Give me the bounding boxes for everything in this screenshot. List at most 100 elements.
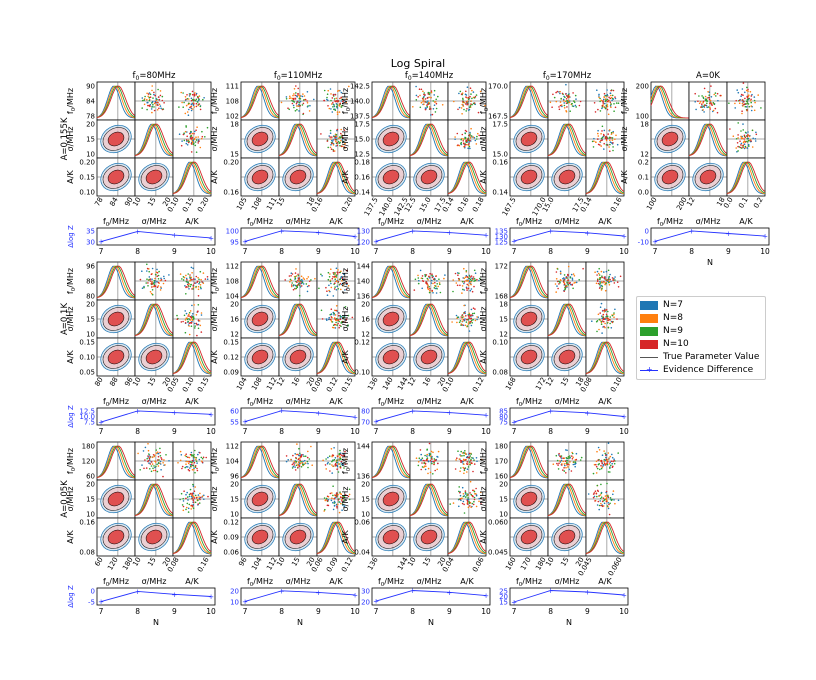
- sample-point: [562, 277, 564, 280]
- sample-point: [313, 98, 315, 101]
- sample-point: [700, 106, 702, 108]
- sample-point: [148, 457, 151, 460]
- scatter-cell: [172, 81, 212, 121]
- sample-point: [332, 272, 335, 274]
- sample-point: [593, 495, 596, 498]
- sample-point: [326, 140, 329, 142]
- sample-point: [335, 305, 338, 307]
- sample-point: [467, 321, 470, 323]
- y-tick-label: 10: [86, 331, 95, 339]
- x-tick-label: 15: [146, 196, 157, 208]
- sample-point: [608, 457, 610, 459]
- sample-point: [606, 462, 608, 465]
- sample-point: [192, 507, 195, 510]
- sample-point: [603, 105, 605, 108]
- sample-point: [426, 286, 429, 288]
- x-tick-label: 10: [544, 556, 555, 568]
- sample-point: [597, 459, 599, 461]
- contour-inner: [520, 169, 538, 185]
- evidence-x-tick: 7: [374, 607, 379, 616]
- sample-point: [285, 455, 288, 457]
- sample-point: [334, 327, 337, 329]
- sample-point: [467, 287, 470, 290]
- sample-point: [329, 88, 332, 90]
- sample-point: [158, 103, 161, 106]
- sample-point: [183, 132, 185, 134]
- sample-point: [154, 94, 156, 97]
- contour-cell: [547, 157, 587, 197]
- sample-point: [298, 97, 301, 100]
- marginal-curve: [278, 303, 318, 336]
- sample-point: [294, 94, 297, 97]
- marginal-curve: [316, 161, 356, 194]
- sample-point: [161, 458, 163, 461]
- x-tick-label: 104: [235, 376, 249, 392]
- sample-point: [444, 274, 446, 276]
- sample-point: [600, 496, 603, 499]
- sample-point: [337, 100, 339, 103]
- sample-point: [460, 93, 463, 95]
- column-title-sub: 0: [546, 75, 550, 82]
- contour-cell: [509, 299, 549, 339]
- sample-point: [449, 503, 452, 505]
- sample-point: [462, 493, 465, 495]
- sample-point: [569, 276, 572, 279]
- sample-point: [336, 468, 338, 471]
- marginal-curve: [240, 265, 280, 298]
- marginal-cell: [650, 81, 690, 121]
- sample-point: [600, 320, 602, 323]
- sample-point: [612, 130, 614, 133]
- evidence-x-tick: 9: [447, 427, 452, 436]
- sample-point: [457, 316, 459, 319]
- contour-cell: [96, 517, 136, 557]
- evidence-point: +: [315, 589, 321, 597]
- sample-point: [414, 278, 417, 281]
- sample-point: [339, 452, 342, 455]
- evidence-y-tick: 30: [86, 239, 95, 247]
- sample-point: [156, 286, 159, 289]
- axis-label: A/K: [210, 530, 219, 544]
- y-tick-label: 0.10: [354, 369, 370, 377]
- contour-inner: [420, 169, 438, 185]
- evidence-line: [100, 410, 212, 423]
- sample-point: [714, 92, 717, 94]
- sample-point: [569, 110, 571, 112]
- sample-point: [741, 110, 743, 112]
- evidence-point: +: [725, 230, 731, 238]
- sample-point: [596, 504, 599, 506]
- axis-label-part: f: [247, 577, 250, 586]
- sample-point: [197, 327, 200, 330]
- axis-label-part: f: [103, 217, 106, 226]
- sample-point: [434, 101, 437, 103]
- sample-point: [205, 456, 207, 459]
- sample-point: [193, 497, 196, 499]
- contour-inner: [520, 131, 538, 147]
- sample-point: [206, 276, 209, 278]
- sample-point: [297, 105, 300, 107]
- sample-point: [343, 505, 346, 508]
- column-title-part: =110MHz: [281, 71, 323, 81]
- sample-point: [451, 321, 453, 323]
- sample-point: [163, 275, 165, 278]
- evidence-x-tick: 8: [279, 247, 284, 256]
- sample-point: [437, 285, 440, 288]
- sample-point: [188, 469, 191, 472]
- sample-point: [747, 103, 750, 105]
- y-tick-label: 168: [495, 293, 508, 301]
- marginal-curve: [134, 483, 174, 516]
- sample-point: [348, 498, 351, 501]
- y-tick-label: 170: [495, 458, 508, 466]
- sample-point: [152, 469, 155, 472]
- sample-point: [151, 85, 153, 87]
- sample-point: [462, 466, 465, 469]
- sample-point: [151, 89, 153, 92]
- sample-point: [747, 88, 749, 91]
- sample-point: [333, 150, 336, 152]
- sample-point: [191, 492, 194, 495]
- sample-point: [151, 463, 154, 465]
- sample-point: [187, 114, 190, 116]
- sample-point: [146, 101, 148, 104]
- marginal-cell: [447, 517, 487, 557]
- sample-point: [152, 103, 154, 106]
- sample-point: [469, 289, 472, 292]
